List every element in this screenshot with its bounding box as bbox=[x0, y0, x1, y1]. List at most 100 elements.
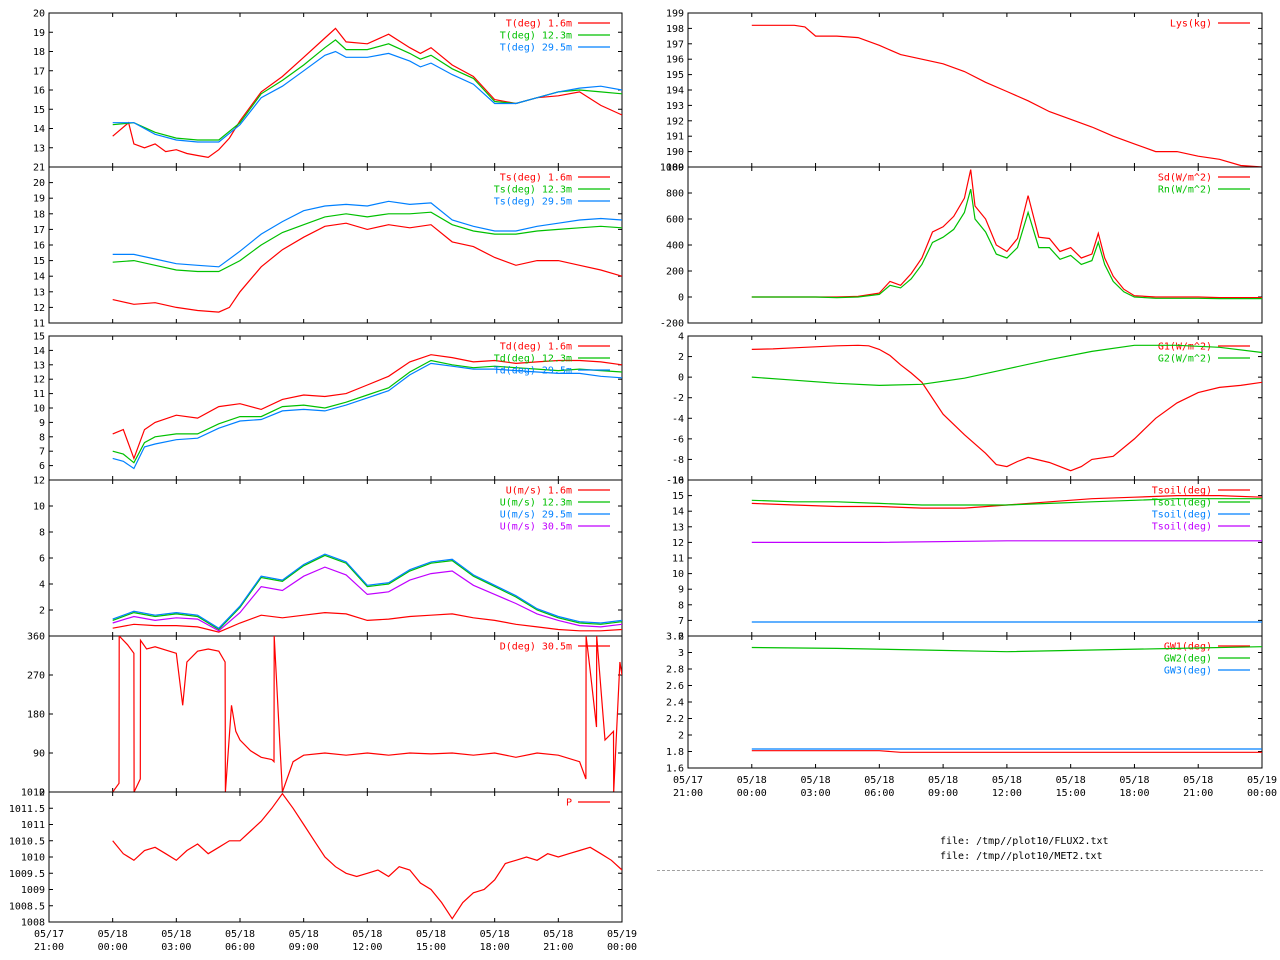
x-tick-label: 00:00 bbox=[98, 942, 128, 953]
y-tick-label: 2.6 bbox=[666, 681, 684, 692]
series-line-3 bbox=[112, 200, 622, 268]
series-line-1 bbox=[112, 354, 622, 461]
y-tick-label: 12 bbox=[33, 303, 45, 314]
legend-label: U(m/s) 1.6m bbox=[506, 486, 572, 497]
y-tick-label: 10 bbox=[33, 404, 45, 415]
panel-10: 678910111213141516Tsoil(deg)Tsoil(deg)Ts… bbox=[672, 476, 1263, 643]
y-tick-label: 13 bbox=[33, 287, 45, 298]
legend-label: P bbox=[566, 798, 572, 809]
series-line-1 bbox=[112, 636, 622, 792]
x-tick-label: 00:00 bbox=[607, 942, 637, 953]
legend-label: Td(deg) 1.6m bbox=[500, 342, 572, 353]
y-tick-label: -10 bbox=[666, 476, 684, 487]
x-tick-label: 09:00 bbox=[928, 788, 958, 799]
y-tick-label: 4 bbox=[678, 332, 684, 343]
y-tick-label: 19 bbox=[33, 28, 45, 39]
y-tick-label: 1008 bbox=[21, 918, 45, 929]
x-tick-label: 15:00 bbox=[1056, 788, 1086, 799]
y-tick-label: 800 bbox=[666, 189, 684, 200]
x-tick-label: 05/18 bbox=[928, 775, 958, 786]
y-tick-label: 17 bbox=[33, 66, 45, 77]
y-tick-label: 21 bbox=[33, 163, 45, 174]
y-tick-label: 2.2 bbox=[666, 714, 684, 725]
panel-7: 189 190 191 192 193 194 195 196 197 198 199 Lys(kg) bbox=[666, 9, 1263, 174]
series-line-1 bbox=[751, 24, 1262, 167]
legend-label: Ts(deg) 12.3m bbox=[494, 185, 572, 196]
panel-1: 13 14 15 16 17 18 19 20 T(deg) 1.6mT(deg) 12.3mT… bbox=[33, 9, 623, 168]
series-line-2 bbox=[112, 39, 622, 141]
x-tick-label: 05/18 bbox=[1183, 775, 1213, 786]
series-line-3 bbox=[112, 553, 622, 629]
y-tick-label: 192 bbox=[666, 116, 684, 127]
panel-8: -200 0 200 400 600 800 1000 Sd(W/m^2)Rn(W/m^2) bbox=[660, 163, 1263, 330]
x-tick-label: 05/18 bbox=[864, 775, 894, 786]
y-tick-label: 14 bbox=[33, 124, 45, 135]
x-tick-label: 21:00 bbox=[673, 788, 703, 799]
x-tick-label: 05/17 bbox=[673, 775, 703, 786]
y-tick-label: 17 bbox=[33, 225, 45, 236]
legend-label: Lys(kg) bbox=[1170, 19, 1212, 30]
legend-label: U(m/s) 30.5m bbox=[500, 522, 572, 533]
source-file-met: file: /tmp//plot10/MET2.txt bbox=[940, 851, 1103, 862]
y-tick-label: 191 bbox=[666, 132, 684, 143]
y-tick-label: 6 bbox=[39, 461, 45, 472]
y-tick-label: 8 bbox=[39, 432, 45, 443]
y-tick-label: 189 bbox=[666, 163, 684, 174]
y-tick-label: 180 bbox=[27, 710, 45, 721]
x-tick-label: 03:00 bbox=[161, 942, 191, 953]
y-tick-label: 6 bbox=[678, 632, 684, 643]
y-tick-label: 3 bbox=[678, 648, 684, 659]
y-tick-label: 13 bbox=[33, 360, 45, 371]
y-tick-label: 11 bbox=[672, 554, 684, 565]
y-tick-label: 1011 bbox=[21, 820, 45, 831]
x-tick-label: 05/18 bbox=[1056, 775, 1086, 786]
y-tick-label: 200 bbox=[666, 267, 684, 278]
legend-label: U(m/s) 29.5m bbox=[500, 510, 572, 521]
x-tick-label: 09:00 bbox=[289, 942, 319, 953]
x-tick-label: 18:00 bbox=[480, 942, 510, 953]
y-tick-label: 2.8 bbox=[666, 665, 684, 676]
x-tick-label: 21:00 bbox=[1183, 788, 1213, 799]
x-tick-label: 21:00 bbox=[34, 942, 64, 953]
y-tick-label: 14 bbox=[672, 507, 684, 518]
y-tick-label: 8 bbox=[678, 600, 684, 611]
y-tick-label: 0 bbox=[39, 788, 45, 799]
y-tick-label: 12 bbox=[33, 375, 45, 386]
x-tick-label: 15:00 bbox=[416, 942, 446, 953]
x-tick-label: 12:00 bbox=[352, 942, 382, 953]
y-tick-label: 9 bbox=[678, 585, 684, 596]
y-tick-label: 11 bbox=[33, 389, 45, 400]
legend-label: T(deg) 12.3m bbox=[500, 31, 572, 42]
y-tick-label: 13 bbox=[33, 143, 45, 154]
panel-6: 1008 1008.5 1009 1009.5 1010 1010.5 1011 1011.5… bbox=[9, 788, 637, 954]
plot-frame bbox=[48, 635, 623, 793]
legend-label: G2(W/m^2) bbox=[1158, 354, 1212, 365]
series-line-1 bbox=[751, 750, 1262, 753]
legend-label: U(m/s) 12.3m bbox=[500, 498, 572, 509]
x-tick-label: 05/18 bbox=[161, 929, 191, 940]
series-line-2 bbox=[112, 554, 622, 631]
y-tick-label: 13 bbox=[672, 522, 684, 533]
y-tick-label: -200 bbox=[660, 319, 684, 330]
series-line-2 bbox=[751, 188, 1262, 300]
series-line-2 bbox=[751, 498, 1262, 506]
panel-11: 1.6 1.8 2 2.2 2.4 2.6 2.8 3 3.2 05/17 21:00 05/18 00… bbox=[666, 632, 1277, 800]
source-file-list: file: /tmp//plot10/FLUX2.txt file: /tmp/… bbox=[940, 834, 1140, 864]
series-line-3 bbox=[112, 362, 622, 470]
y-tick-label: 7 bbox=[678, 616, 684, 627]
y-tick-label: -4 bbox=[672, 414, 684, 425]
y-tick-label: 400 bbox=[666, 241, 684, 252]
y-tick-label: 194 bbox=[666, 86, 684, 97]
y-tick-label: 190 bbox=[666, 147, 684, 158]
y-tick-label: 10 bbox=[672, 569, 684, 580]
x-tick-label: 00:00 bbox=[1247, 788, 1277, 799]
y-tick-label: 16 bbox=[33, 86, 45, 97]
y-tick-label: 0 bbox=[678, 293, 684, 304]
plot-frame bbox=[687, 12, 1263, 168]
legend-label: Td(deg) 29.5m bbox=[494, 366, 572, 377]
y-tick-label: 19 bbox=[33, 194, 45, 205]
series-line-4 bbox=[112, 566, 622, 632]
panel-4: 2 4 6 8 10 12 U(m/s) 1.6mU(m/s) 12.3mU(m/s) 29… bbox=[33, 476, 623, 637]
y-tick-label: 2 bbox=[39, 606, 45, 617]
